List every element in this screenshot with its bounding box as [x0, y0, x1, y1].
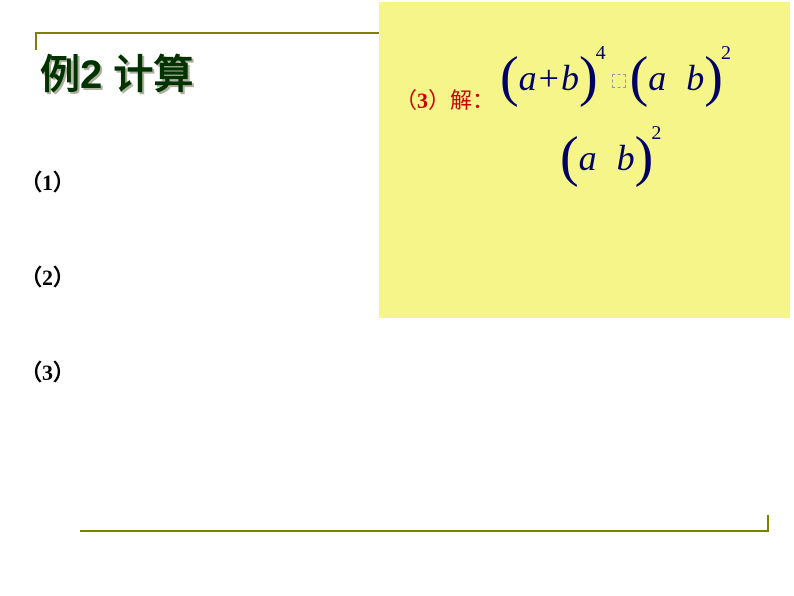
var-a-1: a [519, 58, 537, 98]
var-a-3: a [579, 138, 597, 178]
item-1: （1） [20, 165, 75, 197]
paren-open-3: ( [560, 125, 579, 189]
var-b-2: b [686, 58, 704, 98]
paren-open-1: ( [500, 45, 519, 109]
item-3: （3） [20, 355, 75, 387]
label-prefix: （ [395, 88, 417, 113]
formula-line-1: (a+b)4(ab)2 [500, 50, 733, 114]
item-2: （2） [20, 260, 75, 292]
placeholder-op [612, 74, 626, 88]
var-b-3: b [617, 138, 635, 178]
paren-open-2: ( [630, 45, 649, 109]
formula-line-2: (ab)2 [560, 130, 663, 194]
exp-2b: 2 [651, 122, 661, 144]
bottom-divider [80, 530, 769, 532]
exp-2a: 2 [721, 42, 731, 64]
page-title: 例2 计算 [40, 42, 193, 100]
label-suffix: ）解： [428, 88, 494, 113]
var-a-2: a [648, 58, 666, 98]
paren-close-1: ) [579, 45, 598, 109]
exp-4: 4 [596, 42, 606, 64]
math-expression-2: (ab)2 [560, 138, 663, 178]
top-divider-left [35, 32, 37, 50]
bottom-divider-right [767, 515, 769, 532]
solution-label: （3）解： [395, 83, 494, 115]
plus-op: + [539, 58, 559, 98]
var-b-1: b [561, 58, 579, 98]
label-num: 3 [417, 88, 428, 113]
math-expression-1: (a+b)4(ab)2 [500, 58, 733, 98]
